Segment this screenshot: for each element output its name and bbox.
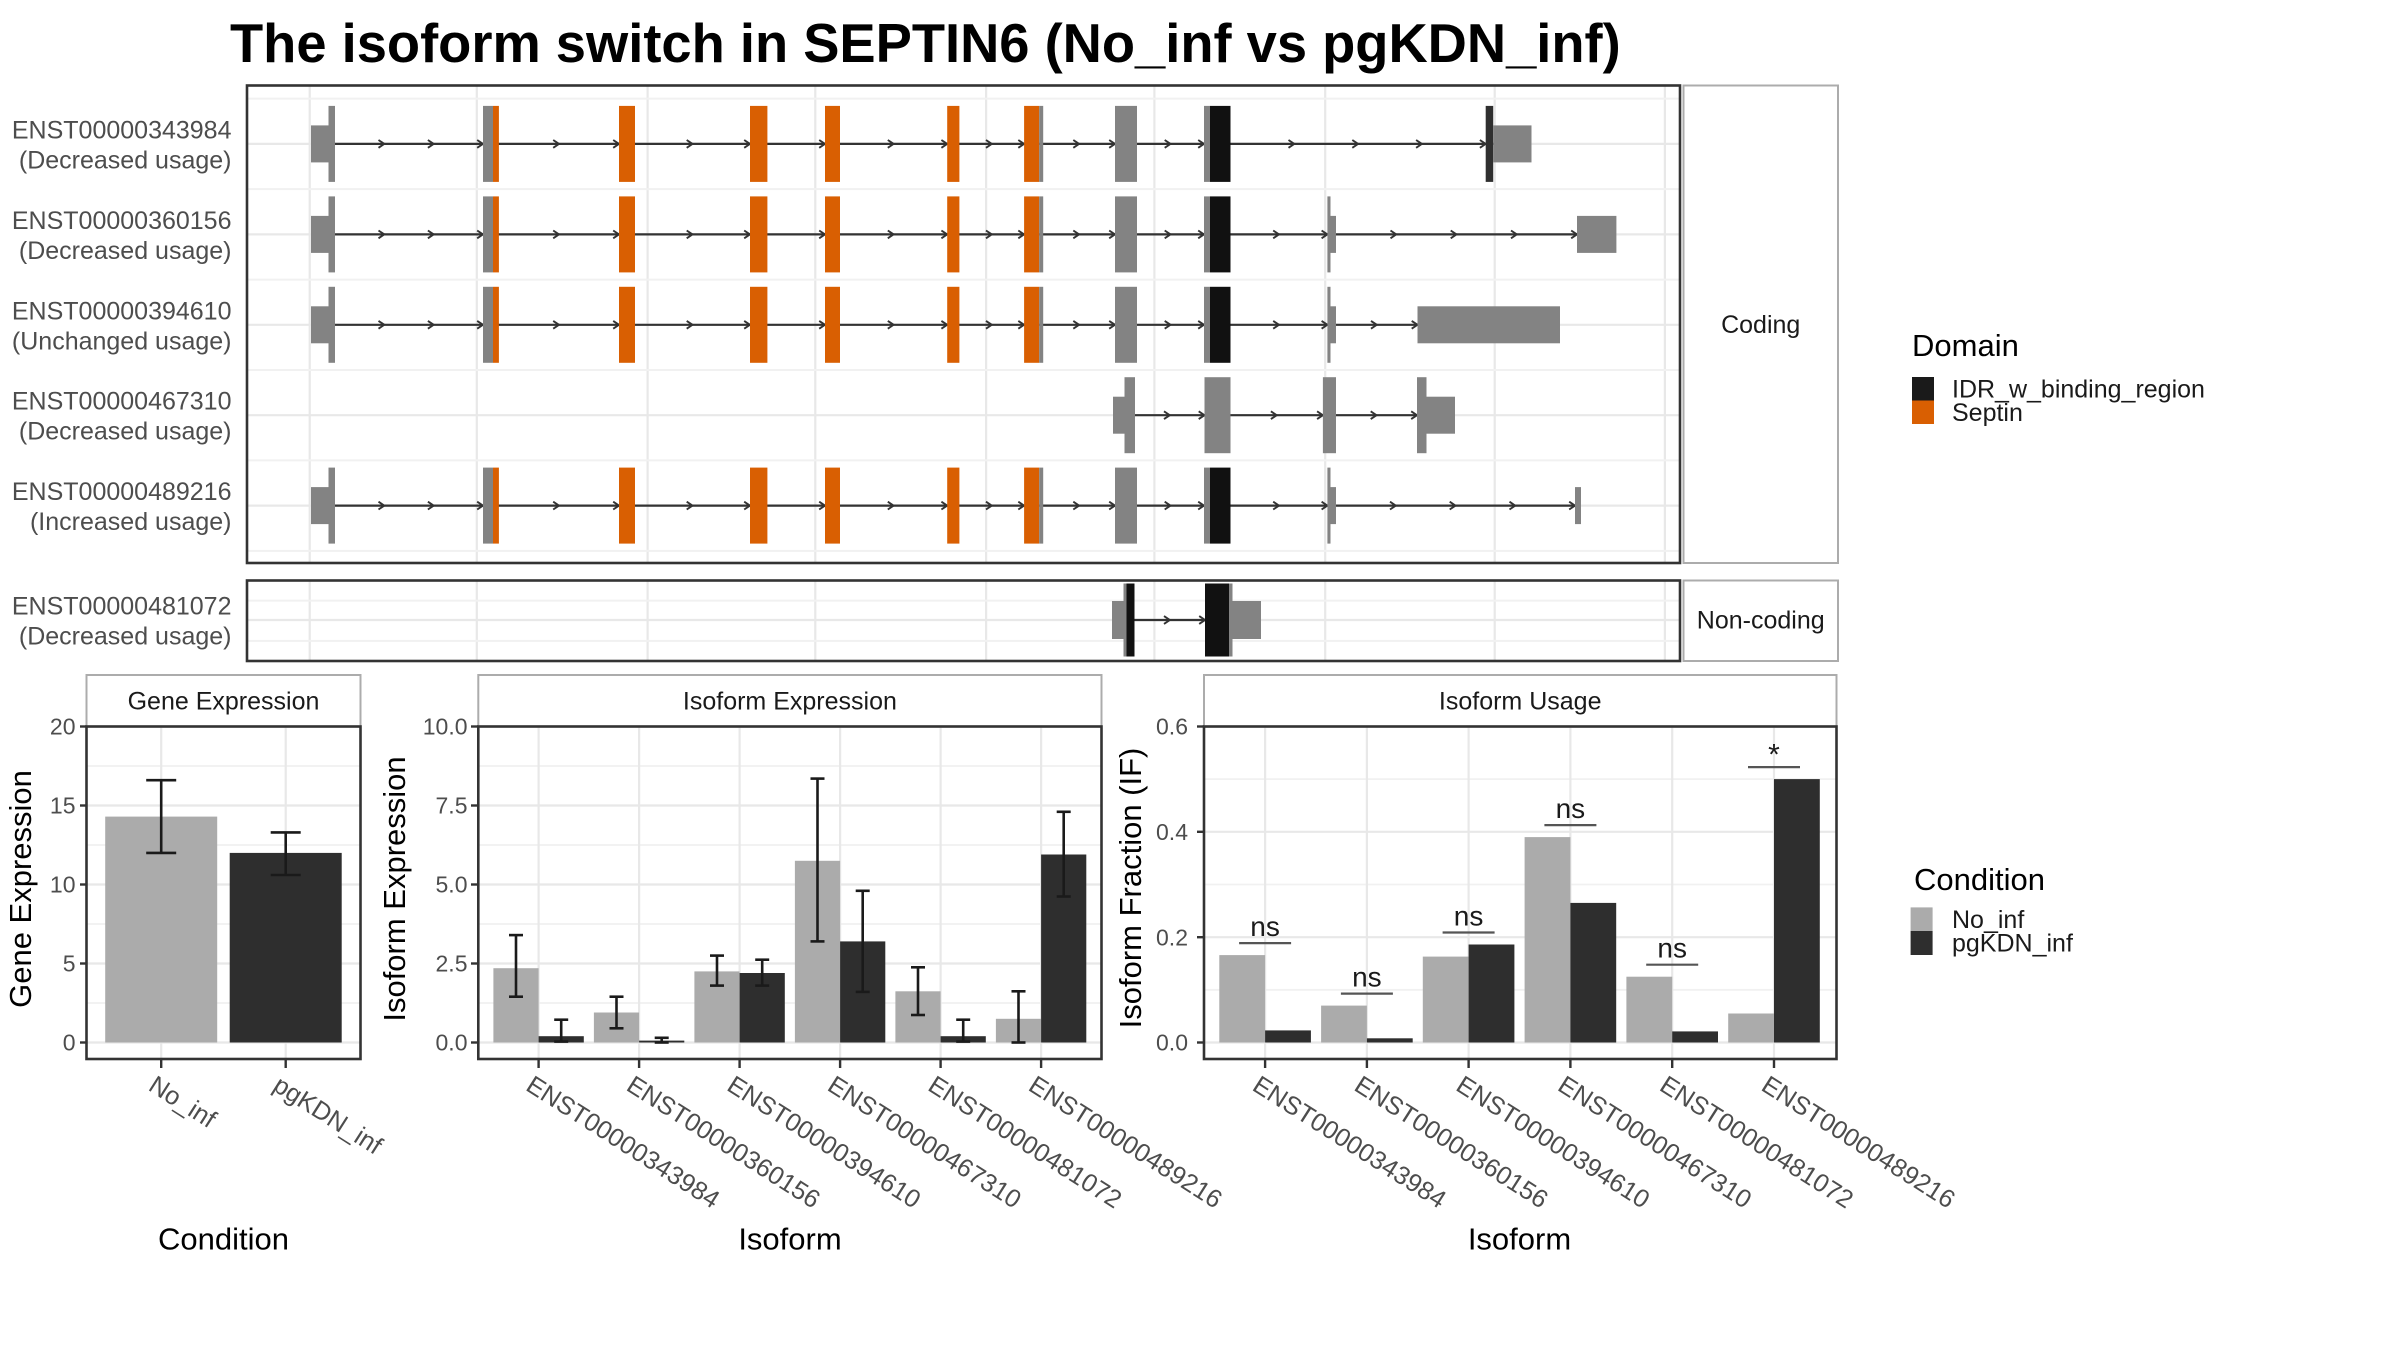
svg-text:The isoform switch in SEPTIN6: The isoform switch in SEPTIN6 (No_inf vs… (230, 13, 1621, 74)
svg-text:2.5: 2.5 (436, 951, 468, 977)
svg-text:5.0: 5.0 (436, 872, 468, 898)
svg-text:7.5: 7.5 (436, 793, 468, 819)
svg-text:5: 5 (63, 951, 76, 977)
svg-text:(Decreased usage): (Decreased usage) (19, 146, 232, 174)
svg-text:Gene Expression: Gene Expression (3, 770, 38, 1008)
svg-text:ENST00000394610: ENST00000394610 (12, 297, 232, 325)
svg-text:ns: ns (1352, 962, 1382, 993)
svg-text:ENST00000343984: ENST00000343984 (12, 116, 232, 144)
svg-text:ENST00000481072: ENST00000481072 (12, 593, 232, 621)
svg-text:(Decreased usage): (Decreased usage) (19, 237, 232, 265)
svg-text:(Increased usage): (Increased usage) (30, 508, 232, 536)
svg-text:ENST00000467310: ENST00000467310 (12, 388, 232, 416)
svg-text:pgKDN_inf: pgKDN_inf (1952, 930, 2073, 958)
svg-text:IDR_w_binding_region: IDR_w_binding_region (1952, 375, 2205, 403)
svg-text:ns: ns (1454, 901, 1484, 932)
svg-text:0.0: 0.0 (1156, 1030, 1188, 1056)
svg-text:0.2: 0.2 (1156, 924, 1188, 950)
svg-text:15: 15 (50, 793, 76, 819)
svg-text:ns: ns (1250, 911, 1280, 942)
svg-text:Isoform Fraction (IF): Isoform Fraction (IF) (1113, 748, 1148, 1029)
svg-text:10.0: 10.0 (423, 714, 468, 740)
svg-text:Isoform: Isoform (1468, 1222, 1571, 1257)
svg-text:0.6: 0.6 (1156, 714, 1188, 740)
svg-text:Condition: Condition (1914, 862, 2045, 897)
svg-text:*: * (1768, 739, 1780, 772)
svg-text:Isoform Expression: Isoform Expression (683, 688, 897, 716)
svg-text:Non-coding: Non-coding (1697, 607, 1825, 635)
svg-text:0: 0 (63, 1030, 76, 1056)
svg-text:Isoform Expression: Isoform Expression (377, 756, 412, 1021)
svg-text:Condition: Condition (158, 1222, 289, 1257)
svg-text:ns: ns (1556, 793, 1586, 824)
svg-text:No_inf: No_inf (1952, 906, 2024, 934)
svg-text:Isoform Usage: Isoform Usage (1439, 688, 1602, 716)
svg-text:Gene Expression: Gene Expression (128, 688, 320, 716)
svg-text:(Unchanged usage): (Unchanged usage) (12, 327, 232, 355)
svg-text:Coding: Coding (1721, 311, 1800, 339)
svg-text:Domain: Domain (1912, 328, 2019, 363)
svg-text:20: 20 (50, 714, 76, 740)
svg-text:(Decreased usage): (Decreased usage) (19, 418, 232, 446)
svg-text:Septin: Septin (1952, 399, 2023, 427)
svg-text:Isoform: Isoform (738, 1222, 841, 1257)
svg-text:0.4: 0.4 (1156, 819, 1188, 845)
svg-text:(Decreased usage): (Decreased usage) (19, 623, 232, 651)
svg-text:ENST00000360156: ENST00000360156 (12, 207, 232, 235)
svg-text:ns: ns (1657, 933, 1687, 964)
svg-text:0.0: 0.0 (436, 1030, 468, 1056)
svg-text:ENST00000489216: ENST00000489216 (12, 478, 232, 506)
svg-text:10: 10 (50, 872, 76, 898)
